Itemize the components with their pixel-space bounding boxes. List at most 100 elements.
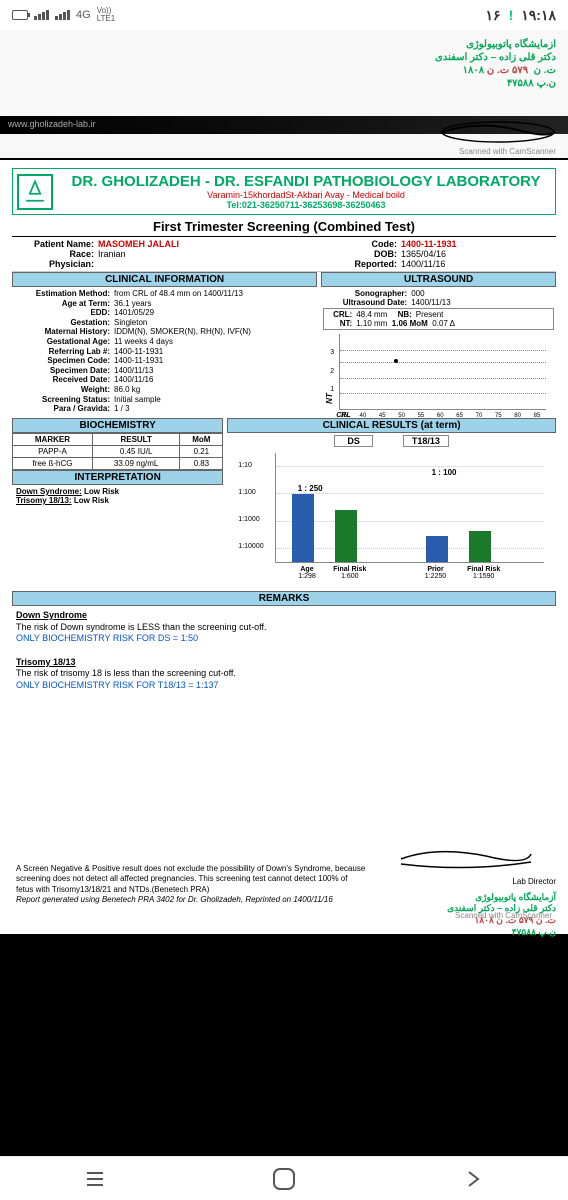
edd: 1401/05/29 [114,308,154,318]
para: 1 / 3 [114,404,130,414]
ultra-hdr: ULTRASOUND [321,272,556,287]
stamp2-l1: آزمایشگاه پاتوبیولوژی [396,892,556,904]
recents-button[interactable] [77,1161,113,1197]
clinical-results-chart: 1 : 250 1 : 100 1:101:1001:10001:10000Ag… [235,453,548,583]
age-lbl: Age at Term: [14,299,110,309]
signature-swoop-icon [438,118,558,146]
signal-icon [34,10,49,20]
est: from CRL of 48.4 mm on 1400/11/13 [114,289,243,299]
dob: 1365/04/16 [401,249,446,259]
footer: Lab Director آزمایشگاه پاتوبیولوژی دکتر … [12,856,556,926]
top-scan-region: ازمایشگاه پاتوبیولوژی دکتر قلی زاده – دک… [0,30,568,160]
clin-info-hdr: CLINICAL INFORMATION [12,272,317,287]
sono-lbl: Sonographer: [323,289,407,298]
est-lbl: Estimation Method: [14,289,110,299]
url-text: www.gholizadeh-lab.ir [8,119,96,129]
back-button[interactable] [455,1161,491,1197]
t18-val: 1 : 100 [432,468,457,477]
signature-area: Lab Director آزمایشگاه پاتوبیولوژی دکتر … [396,844,556,939]
stamp-l3b: ۵۷۹ ت. ن [487,65,528,76]
interp-t18: Low Risk [74,496,109,505]
patient-name-lbl: Patient Name: [16,239,94,249]
lab-logo-icon [17,174,53,210]
rem-t18-b: ONLY BIOCHEMISTRY RISK FOR T18/13 = 1:13… [16,680,552,692]
gest-lbl: Gestation: [14,318,110,328]
phys-lbl: Physician: [16,259,94,269]
code-lbl: Code: [319,239,397,249]
udate: 1400/11/13 [411,298,450,307]
status-right: ۱۶ ! ۱۹:۱۸ [486,7,556,24]
stamp-l1: ازمایشگاه پاتوبیولوژی [435,38,556,51]
reflab: 1400-11-1931 [114,347,163,357]
crl-lbl: CRL: [326,310,352,319]
remarks: Down Syndrome The risk of Down syndrome … [12,606,556,696]
interp-t18-lbl: Trisomy 18/13: [16,496,72,505]
dob-lbl: DOB: [319,249,397,259]
rem-t18-h: Trisomy 18/13 [16,657,552,669]
code: 1400-11-1931 [401,239,457,249]
wt-lbl: Weight: [14,385,110,395]
lab-addr: Varamin-15khordadSt-Akbari Avay - Medica… [61,190,551,200]
rdate: 1400/11/16 [114,375,153,385]
rem-ds-h: Down Syndrome [16,610,552,622]
status-left: 4G Vo))LTE1 [12,7,115,23]
nb-lbl: NB: [392,310,412,319]
stamp-l2: دکتر قلی زاده – دکتر اسفندی [435,51,556,64]
rep-lbl: Reported: [319,259,397,269]
ds-val: 1 : 250 [298,484,323,493]
lab-stamp-top: ازمایشگاه پاتوبیولوژی دکتر قلی زاده – دک… [435,38,556,90]
sdate-lbl: Specimen Date: [14,366,110,376]
bio-table: MARKERRESULTMoMPAPP-A0.45 IU/L0.21free ß… [12,433,223,470]
interp-ds: Low Risk [84,487,119,496]
race: Iranian [98,249,126,259]
stamp-l4: ۴۷۵۸۸ ن.پ [435,77,556,90]
rep: 1400/11/16 [401,259,445,269]
nt-mom: 1.06 MoM [392,319,428,328]
exclaim-icon: ! [509,7,514,23]
lab-header: DR. GHOLIZADEH - DR. ESFANDI PATHOBIOLOG… [12,168,556,215]
notif-count: ۱۶ [486,7,501,24]
scode-lbl: Specimen Code: [14,356,110,366]
nt-chart: NT CRL 3213540455055606570758085 [339,334,546,410]
report-body: DR. GHOLIZADEH - DR. ESFANDI PATHOBIOLOG… [0,160,568,934]
crl: 48.4 mm [356,310,387,319]
stamp2-l2: دکتر قلی زاده – دکتر اسفندی [396,903,556,915]
network-label: 4G [76,9,91,21]
stamp2-l3: ۱۸۰۸ ت. ن ۵۷۹ ت. ن [396,915,556,927]
status-bar: 4G Vo))LTE1 ۱۶ ! ۱۹:۱۸ [0,0,568,30]
lab-director: Lab Director [396,877,556,887]
rdate-lbl: Received Date: [14,375,110,385]
remarks-hdr: REMARKS [12,591,556,606]
cres-hdr: CLINICAL RESULTS (at term) [227,418,556,433]
rem-ds-t: The risk of Down syndrome is LESS than t… [16,622,552,634]
gest: Singleton [114,318,147,328]
interpretation: Down Syndrome: Low Risk Trisomy 18/13: L… [12,485,223,507]
android-nav-bar [0,1156,568,1200]
signature-icon [396,844,536,874]
race-lbl: Race: [16,249,94,259]
rem-t18-t: The risk of trisomy 18 is less than the … [16,668,552,680]
document-page: ازمایشگاه پاتوبیولوژی دکتر قلی زاده – دک… [0,30,568,934]
gage: 11 weeks 4 days [114,337,173,347]
cres-t18-lbl: T18/13 [403,435,449,447]
scanned-note: Scanned with CamScanner [459,147,556,156]
nt-axis-lbl: NT [325,393,334,404]
lab-title: DR. GHOLIZADEH - DR. ESFANDI PATHOBIOLOG… [61,173,551,190]
battery-icon [12,10,28,20]
age: 36.1 years [114,299,151,309]
para-lbl: Para / Gravida: [14,404,110,414]
nt: 1.10 mm [356,319,387,328]
rem-ds-b: ONLY BIOCHEMISTRY RISK FOR DS = 1:50 [16,633,552,645]
lab-stamp-bottom: آزمایشگاه پاتوبیولوژی دکتر قلی زاده – دک… [396,892,556,939]
lte-label: LTE1 [97,14,116,23]
home-button[interactable] [266,1161,302,1197]
reflab-lbl: Referring Lab #: [14,347,110,357]
lab-tel: Tel:021-36250711-36253698-36250463 [61,200,551,210]
stamp2-l4: ۴۷۵۸۸ ن.پ [396,927,556,939]
sstat-lbl: Screening Status: [14,395,110,405]
mhist: IDDM(N), SMOKER(N), RH(N), IVF(N) [114,327,251,337]
interp-hdr: INTERPRETATION [12,470,223,485]
sono: 000 [411,289,424,298]
udate-lbl: Ultrasound Date: [323,298,407,307]
nt-lbl: NT: [326,319,352,328]
